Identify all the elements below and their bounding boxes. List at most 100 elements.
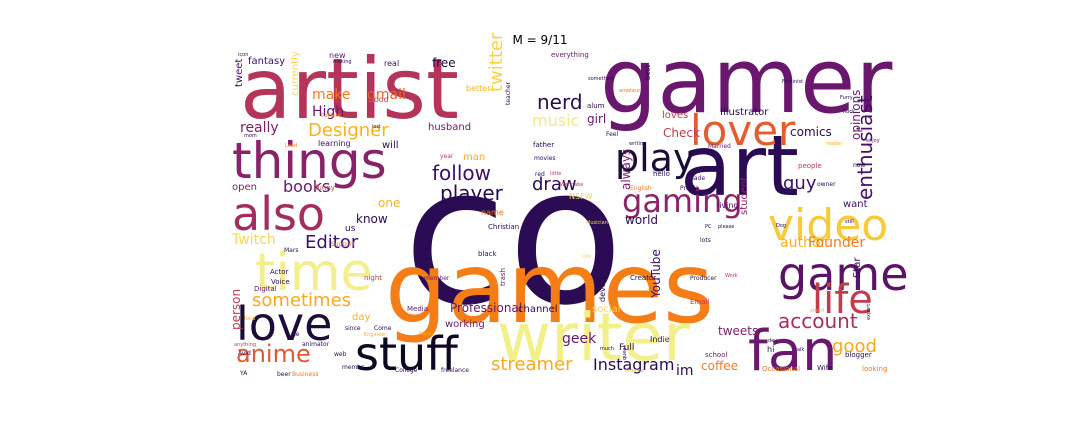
word-things: things — [232, 132, 387, 190]
word-looking: looking — [862, 365, 887, 373]
word-high: High — [312, 104, 344, 120]
word-person: person — [229, 289, 243, 330]
word-co: co — [403, 126, 624, 347]
word-time: time — [255, 243, 372, 303]
word-gaming: gaming — [622, 182, 743, 220]
word-man: man — [463, 152, 485, 163]
word-one: one — [378, 196, 400, 210]
word-enjoy: enjoy — [866, 138, 880, 144]
word-musician: Musician — [586, 220, 608, 226]
word-gamer: gamer — [600, 29, 892, 134]
word-lots: lots — [700, 237, 711, 244]
word-owner: owner — [817, 181, 836, 188]
word-media: Media — [407, 305, 428, 313]
word-food: food — [371, 95, 389, 104]
word-day: day — [352, 312, 370, 323]
word-husband: husband — [428, 122, 471, 133]
word-girl: girl — [587, 112, 606, 126]
word-de: de — [292, 331, 300, 338]
word-avid: Avid — [238, 350, 251, 357]
word-red: red — [535, 171, 545, 178]
word-draw: draw — [532, 174, 577, 195]
word-open: open — [232, 182, 257, 193]
word-player: player — [440, 181, 504, 205]
word-good: good — [832, 336, 877, 357]
word-developer: developer — [598, 261, 607, 302]
word-web: web — [334, 351, 347, 358]
word-real: real — [384, 59, 399, 68]
word-wannabe: Wannabe — [560, 182, 583, 188]
word-furry: Furry — [840, 95, 853, 101]
word-creator: Creator — [630, 274, 656, 282]
word-smart: smart — [810, 308, 825, 314]
word-hi: hi — [767, 345, 774, 354]
word-pc: PC — [705, 224, 712, 230]
word-want: want — [843, 199, 868, 210]
word-animator: animator — [302, 341, 330, 348]
word-currently: currently — [290, 51, 301, 96]
word-social: social — [592, 304, 621, 315]
word-mom: mom — [244, 133, 257, 139]
word-us: us — [345, 224, 356, 234]
word-make: make — [312, 87, 350, 103]
word-better: better — [466, 84, 491, 93]
word-learning: learning — [318, 139, 351, 148]
word-school: school — [705, 351, 727, 359]
word-author: author — [780, 235, 826, 251]
word-comics: comics — [790, 125, 832, 139]
word-support: Support — [331, 241, 355, 248]
word-tweets: tweets — [718, 324, 758, 338]
word-best: best — [644, 65, 652, 80]
word-freelance: freelance — [441, 367, 469, 374]
word-feminist: Feminist — [782, 79, 803, 85]
word-funny: funny — [315, 184, 335, 192]
word-dog: Dog — [776, 223, 786, 229]
word-enthusiast: enthusiast — [853, 95, 877, 200]
word-happy: happy — [419, 331, 435, 337]
word-actor: Actor — [270, 268, 289, 276]
word-mars: Mars — [284, 247, 298, 254]
word-email: Email — [690, 298, 709, 306]
word-dev: dev — [768, 338, 777, 344]
word-married: Married — [708, 143, 731, 150]
word-lead: Lead — [285, 143, 297, 149]
word-check: Check — [663, 126, 700, 140]
word-account: account — [778, 309, 858, 333]
word-side: side — [663, 336, 673, 342]
word-little: little — [550, 171, 561, 177]
word-anime: anime — [236, 340, 311, 368]
word-member: member — [424, 275, 450, 282]
word-much: much — [600, 346, 614, 352]
word-trash: trash — [499, 268, 507, 286]
word-fantasy: fantasy — [248, 56, 285, 67]
word-science: science — [625, 368, 644, 374]
word-books: books — [283, 177, 330, 196]
word-nsfw: NSFW — [569, 192, 593, 201]
word-people: people — [798, 162, 822, 170]
word-fan: fan — [748, 319, 838, 384]
word-lost: lost — [372, 124, 381, 130]
word-now: now — [853, 162, 865, 169]
word-student: student — [739, 177, 750, 215]
word-full: Full — [619, 343, 634, 353]
word-play: play — [615, 136, 695, 180]
word-voice: Voice — [271, 278, 290, 286]
word-please: please — [718, 224, 734, 230]
word-channel: channel — [518, 304, 558, 315]
word-game: game — [778, 247, 909, 301]
word-movies: movies — [534, 155, 556, 162]
word-geek: geek — [562, 331, 597, 347]
word-also: also — [232, 187, 325, 241]
word-know: know — [356, 212, 388, 226]
word-will: will — [382, 140, 399, 151]
word-producer: Producer — [690, 275, 717, 282]
word-business: Business — [292, 371, 318, 378]
word-instagram: Instagram — [593, 355, 674, 374]
word-living: living — [717, 201, 739, 210]
word-gmail: gmail — [367, 87, 406, 103]
word-world: world — [625, 213, 658, 227]
word-icon: icon — [238, 52, 248, 58]
word-youtube: YouTube — [649, 249, 663, 299]
word-video: video — [768, 200, 888, 251]
word-editor: Editor — [305, 232, 359, 253]
